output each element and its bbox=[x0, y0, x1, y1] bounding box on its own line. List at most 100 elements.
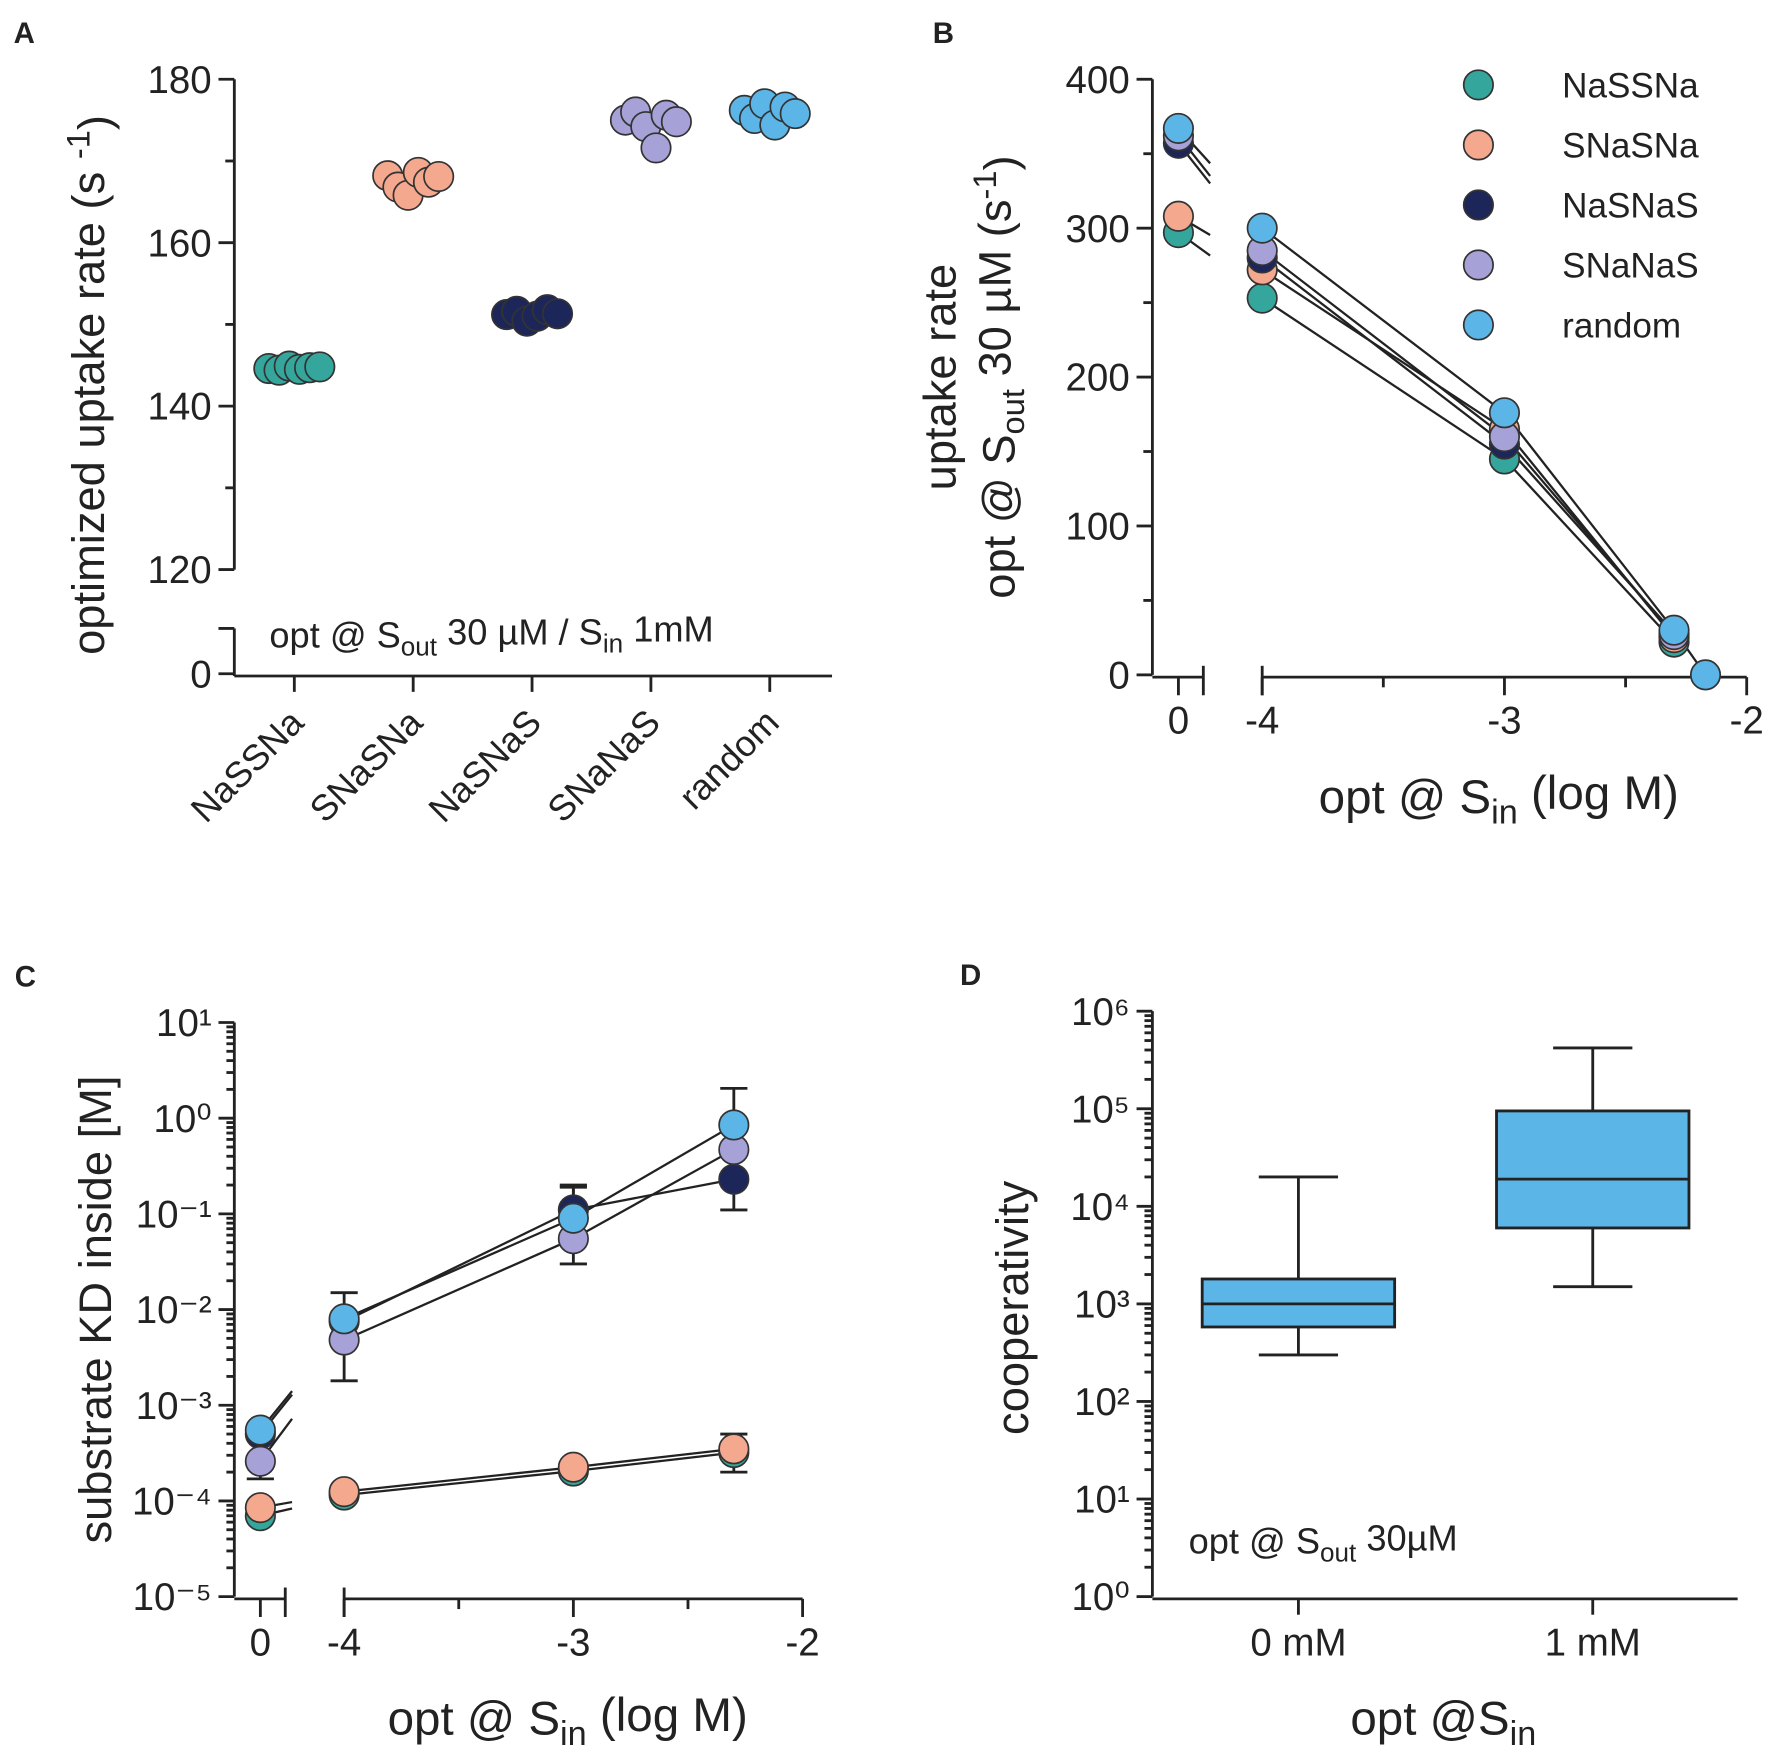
panel-letter: C bbox=[15, 960, 36, 993]
text-part: 30 µM / S bbox=[437, 612, 603, 653]
y-tick-label: 100 bbox=[1066, 506, 1130, 549]
text-part: 30 µM (s bbox=[969, 200, 1020, 390]
legend-marker bbox=[1462, 69, 1494, 101]
y-tick-label: 140 bbox=[147, 386, 211, 429]
data-point bbox=[660, 106, 692, 138]
data-point bbox=[779, 98, 811, 130]
y-tick-label: 10³ bbox=[1074, 1283, 1130, 1326]
data-point bbox=[1162, 200, 1194, 232]
data-point bbox=[244, 1445, 276, 1477]
y-axis-label: cooperativity bbox=[987, 1180, 1038, 1435]
x-tick-label: SNaNaS bbox=[539, 701, 668, 830]
data-point bbox=[557, 1202, 589, 1234]
y-tick-label: 10⁻³ bbox=[136, 1385, 212, 1428]
y-tick-label: 10⁵ bbox=[1071, 1088, 1130, 1131]
y-axis-label: optimized uptake rate (s -1) bbox=[59, 115, 119, 655]
legend-marker bbox=[1462, 249, 1494, 281]
legend-label: random bbox=[1562, 306, 1681, 345]
data-point bbox=[1658, 614, 1690, 646]
x-tick-label: -2 bbox=[785, 1621, 819, 1664]
legend-label: NaSSNa bbox=[1562, 66, 1699, 105]
data-point bbox=[304, 351, 336, 383]
text-part: -1 bbox=[966, 171, 1003, 200]
legend-label: SNaSNa bbox=[1562, 126, 1699, 165]
x-tick-label: -2 bbox=[1730, 700, 1764, 743]
panel-letter: D bbox=[960, 959, 981, 992]
x-tick-label: SNaSNa bbox=[302, 701, 431, 830]
y-tick-label: 400 bbox=[1066, 59, 1130, 102]
series-line bbox=[343, 1148, 735, 1342]
x-tick-label: 0 mM bbox=[1250, 1621, 1346, 1664]
data-point bbox=[1689, 659, 1722, 691]
data-point bbox=[718, 1433, 750, 1465]
text-part: opt @ S bbox=[1189, 1521, 1320, 1562]
x-tick-label: random bbox=[671, 701, 787, 817]
y-tick-label: 0 bbox=[190, 653, 211, 696]
data-point bbox=[718, 1163, 750, 1195]
legend-label: NaSNaS bbox=[1562, 186, 1698, 225]
series-line bbox=[343, 1178, 735, 1323]
text-part: opt @ S bbox=[388, 1693, 560, 1746]
y-axis-label: substrate KD inside [M] bbox=[70, 1076, 121, 1544]
box bbox=[1495, 1109, 1691, 1230]
series-line bbox=[1261, 297, 1675, 643]
text-part: opt @ S bbox=[973, 434, 1024, 598]
text-part: (log M) bbox=[1518, 767, 1679, 820]
text-part: -1 bbox=[59, 130, 96, 159]
text-part: opt @ S bbox=[269, 615, 400, 656]
y-tick-label: 10⁴ bbox=[1070, 1186, 1129, 1229]
annotation: opt @ Sout 30µM bbox=[1189, 1518, 1458, 1568]
text-part: out bbox=[994, 389, 1031, 434]
text-part: in bbox=[1491, 793, 1518, 831]
legend-marker bbox=[1462, 129, 1494, 161]
data-point bbox=[1488, 397, 1521, 429]
text-part: opt @ S bbox=[1319, 771, 1491, 824]
text-part: in bbox=[560, 1715, 587, 1753]
data-point bbox=[640, 132, 672, 164]
x-tick-label: -4 bbox=[1245, 700, 1279, 743]
y-tick-label: 10⁶ bbox=[1071, 991, 1130, 1034]
data-point bbox=[328, 1303, 360, 1335]
data-point bbox=[1246, 282, 1278, 314]
x-tick-label: 0 bbox=[1168, 700, 1189, 743]
text-part: ) bbox=[975, 155, 1026, 170]
text-part: 1mM bbox=[623, 609, 714, 650]
y-tick-label: 10⁻⁴ bbox=[132, 1481, 212, 1524]
y-tick-label: 180 bbox=[147, 59, 211, 102]
y-tick-label: 300 bbox=[1066, 208, 1130, 251]
data-point bbox=[557, 1451, 589, 1483]
x-tick-label: NaSNaS bbox=[420, 701, 549, 830]
y-tick-label: 10⁰ bbox=[1072, 1576, 1130, 1619]
text-part: out bbox=[401, 632, 438, 662]
x-axis-label: opt @ Sin (log M) bbox=[1319, 767, 1679, 831]
y-tick-label: 10¹ bbox=[1074, 1479, 1130, 1522]
x-tick-label: NaSSNa bbox=[183, 701, 312, 830]
y-tick-label: 200 bbox=[1066, 357, 1130, 400]
x-tick-label: -3 bbox=[1487, 700, 1521, 743]
panel-letter: B bbox=[933, 17, 954, 50]
data-point bbox=[718, 1109, 750, 1141]
series-line bbox=[343, 1123, 735, 1320]
x-axis-label: opt @ Sin (log M) bbox=[388, 1689, 748, 1753]
text-part: out bbox=[1320, 1537, 1357, 1567]
data-point bbox=[1162, 112, 1194, 144]
y-tick-label: 0 bbox=[1108, 654, 1129, 697]
text-part: opt @S bbox=[1350, 1693, 1509, 1746]
series-line bbox=[344, 1451, 734, 1497]
annotation: opt @ Sout 30 µM / Sin 1mM bbox=[269, 609, 713, 662]
text-part: optimized uptake rate (s bbox=[63, 159, 114, 655]
y-tick-label: 10⁻² bbox=[136, 1289, 212, 1332]
text-part: cooperativity bbox=[987, 1180, 1038, 1435]
legend-marker bbox=[1462, 309, 1494, 341]
x-tick-label: -4 bbox=[327, 1621, 361, 1664]
data-point bbox=[1246, 212, 1278, 244]
y-axis-label: opt @ Sout 30 µM (s-1) bbox=[966, 155, 1031, 598]
y-tick-label: 120 bbox=[147, 549, 211, 592]
series-line bbox=[344, 1447, 734, 1493]
y-tick-label: 10⁰ bbox=[153, 1098, 211, 1141]
x-tick-label: 1 mM bbox=[1545, 1621, 1641, 1664]
data-point bbox=[328, 1476, 360, 1508]
y-tick-label: 10¹ bbox=[156, 1002, 212, 1045]
data-point bbox=[244, 1414, 276, 1446]
